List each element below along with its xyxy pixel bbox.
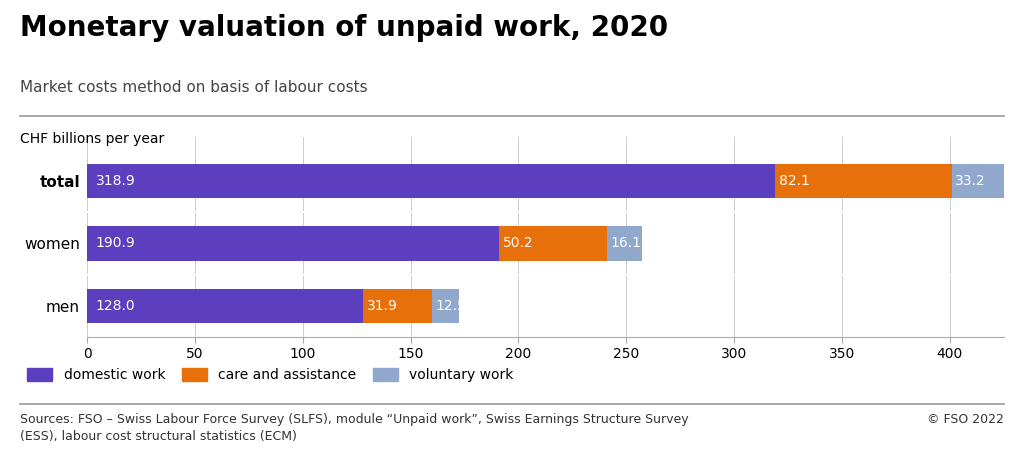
Bar [87, 226, 499, 261]
Text: CHF billions per year: CHF billions per year [20, 132, 165, 146]
Text: 31.9: 31.9 [368, 299, 398, 313]
Bar [87, 163, 775, 198]
Text: 50.2: 50.2 [503, 236, 534, 251]
Bar [87, 289, 364, 323]
Bar [432, 289, 459, 323]
Text: Monetary valuation of unpaid work, 2020: Monetary valuation of unpaid work, 2020 [20, 14, 669, 42]
Bar [364, 289, 432, 323]
Text: 33.2: 33.2 [955, 174, 986, 188]
Text: 190.9: 190.9 [95, 236, 135, 251]
Text: 318.9: 318.9 [95, 174, 135, 188]
Text: © FSO 2022: © FSO 2022 [927, 413, 1004, 426]
Bar [951, 163, 1023, 198]
Text: Market costs method on basis of labour costs: Market costs method on basis of labour c… [20, 80, 368, 95]
Bar [499, 226, 607, 261]
Text: 16.1: 16.1 [610, 236, 641, 251]
Text: 12.5: 12.5 [435, 299, 466, 313]
Text: Sources: FSO – Swiss Labour Force Survey (SLFS), module “Unpaid work”, Swiss Ear: Sources: FSO – Swiss Labour Force Survey… [20, 413, 689, 443]
Bar [775, 163, 951, 198]
Bar [607, 226, 642, 261]
Legend: domestic work, care and assistance, voluntary work: domestic work, care and assistance, volu… [28, 368, 513, 382]
Text: 128.0: 128.0 [95, 299, 135, 313]
Text: 82.1: 82.1 [779, 174, 810, 188]
